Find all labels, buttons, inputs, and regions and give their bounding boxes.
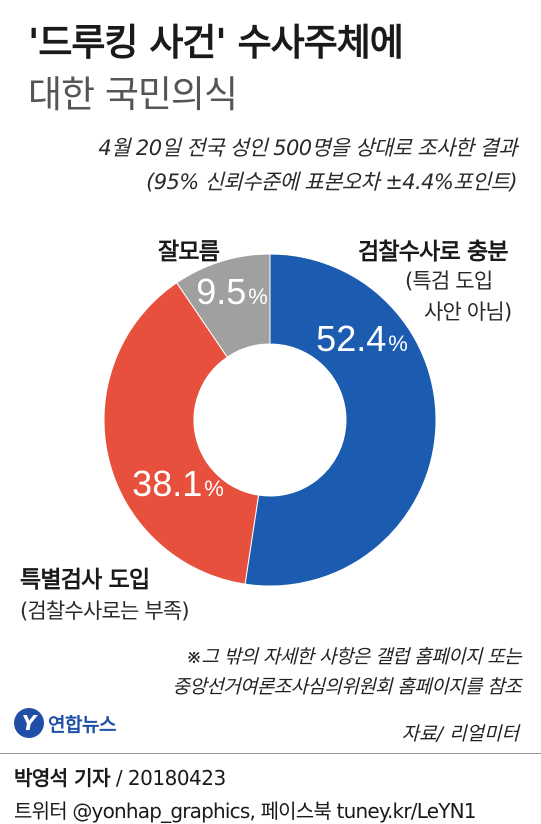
footnote-line-1: ※그 밖의 자세한 사항은 갤럽 홈페이지 또는 <box>186 646 522 668</box>
page-title: '드루킹 사건' 수사주체에 <box>28 21 404 64</box>
survey-margin-of-error: (95% 신뢰수준에 표본오차 ±4.4%포인트) <box>146 170 517 194</box>
yonhap-logo: Y 연합뉴스 <box>14 708 116 738</box>
slice-sublabel-prosecution-1: (특검 도입 <box>405 269 493 293</box>
footnote-line-2: 중앙선거여론조사심의위원회 홈페이지를 참조 <box>172 676 522 698</box>
slice-label-unknown: 잘모름 <box>158 239 220 265</box>
slice-sublabel-prosecution-2: 사안 아님) <box>424 300 512 324</box>
reporter-credit: 박영석 기자 / 20180423 <box>14 762 226 791</box>
divider <box>0 753 541 754</box>
slice-unknown-value-label: 9.5% <box>196 271 268 312</box>
survey-description: 4월 20일 전국 성인 500명을 상대로 조사한 결과 <box>98 136 517 160</box>
data-source: 자료/ 리얼미터 <box>401 723 519 745</box>
slice-label-special-prosecutor: 특별검사 도입 <box>20 567 150 593</box>
social-links: 트위터 @yonhap_graphics, 페이스북 tuney.kr/LeYN… <box>14 799 477 823</box>
yonhap-logo-text: 연합뉴스 <box>48 713 116 736</box>
slice-special-prosecutor <box>103 282 260 585</box>
publish-date: / 20180423 <box>115 766 226 790</box>
slice-sublabel-special-prosecutor: (검찰수사로는 부족) <box>20 599 190 623</box>
slice-label-prosecution: 검찰수사로 충분 <box>358 239 509 265</box>
slice-prosecution <box>244 253 437 587</box>
slice-unknown <box>175 253 271 358</box>
slice-special-prosecutor-value-label: 38.1% <box>132 463 224 504</box>
reporter-name: 박영석 기자 <box>14 766 110 790</box>
slice-prosecution-value-label: 52.4% <box>316 318 408 359</box>
yonhap-logo-icon: Y <box>14 708 44 738</box>
page-subtitle: 대한 국민의식 <box>28 73 238 116</box>
